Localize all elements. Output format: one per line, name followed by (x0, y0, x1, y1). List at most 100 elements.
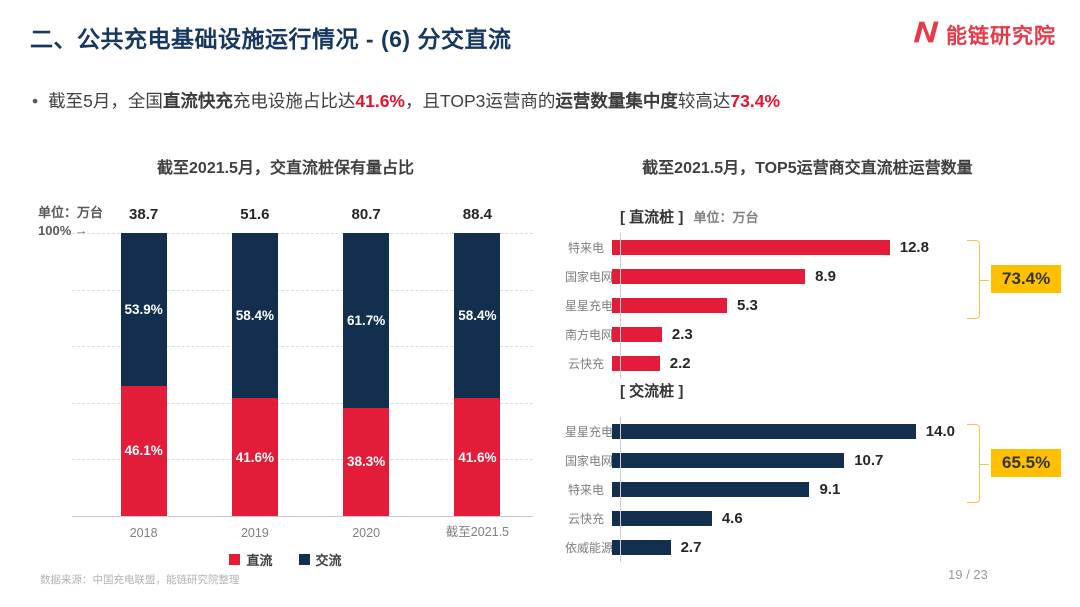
value-label: 2.3 (671, 326, 693, 343)
segment-交流: 58.4% (454, 233, 501, 399)
hbar-row-特来电: 特来电 12.8 (565, 233, 1070, 262)
hbar-row-国家电网: 国家电网 10.7 (565, 446, 1070, 475)
bracket-tick (980, 279, 989, 281)
value-label: 8.9 (815, 268, 836, 285)
legend-item-直流: 直流 (229, 550, 273, 569)
bar-星星充电 (612, 424, 916, 439)
x-axis-label: 2019 (240, 526, 269, 540)
data-source-note: 数据来源：中国充电联盟，能链研究院整理 (40, 574, 240, 586)
bar-国家电网 (612, 269, 806, 284)
gridline (72, 233, 533, 234)
bullet-marker: • (32, 91, 39, 111)
bar-星星充电 (612, 298, 727, 313)
legend-label: 直流 (246, 553, 273, 568)
segment-pct-label: 61.7% (346, 312, 386, 328)
legend-label: 交流 (315, 553, 342, 568)
value-label: 5.3 (737, 297, 758, 314)
hbar-panel-title: 截至2021.5月，TOP5运营商交直流桩运营数量 (642, 160, 973, 177)
stacked-chart-legend: 直流 交流 (28, 550, 543, 569)
bracket-tick (980, 463, 989, 465)
hbar-section-ac: [ 交流桩 ] 星星充电 14.0 国家电网 10.7 特来电 9.1 云快充 4.6 依威能源… (565, 380, 1070, 562)
logo-text: 能链研究院 (946, 24, 1056, 48)
category-label: 特来电 (567, 483, 604, 497)
segment-直流: 41.6% (454, 398, 501, 516)
value-label: 4.6 (721, 510, 743, 527)
hbar-ac-rows: 星星充电 14.0 国家电网 10.7 特来电 9.1 云快充 4.6 依威能源 2.7 (565, 417, 1070, 562)
category-label: 云快充 (567, 512, 604, 526)
segment-pct-label: 41.6% (458, 449, 497, 465)
category-label: 特来电 (567, 241, 604, 255)
x-axis-label: 2020 (352, 526, 381, 540)
hbar-row-国家电网: 国家电网 8.9 (565, 262, 1070, 291)
segment-交流: 61.7% (343, 233, 390, 408)
segment-交流: 53.9% (120, 233, 167, 386)
hbar-row-云快充: 云快充 4.6 (565, 504, 1070, 533)
bullet-segment: 直流快充 (162, 91, 233, 111)
value-label: 9.1 (819, 481, 841, 498)
total-label: 80.7 (351, 206, 381, 223)
category-label: 依威能源 (565, 541, 614, 555)
y-axis-line (620, 233, 621, 378)
bullet-segment: 运营数量集中度 (555, 91, 678, 111)
stacked-bar-截至2021.5: 88.4 58.4% 41.6% 截至2021.5 (446, 206, 509, 539)
category-label: 南方电网 (565, 328, 614, 342)
segment-pct-label: 38.3% (346, 454, 386, 470)
bullet-segment: ，且TOP3运营商的 (405, 91, 556, 111)
hbar-section-dc: [ 直流桩 ] 单位：万台 特来电 12.8 国家电网 8.9 星星充电 5.3 南方电网 2… (565, 206, 1070, 378)
hbar-dc-tag: [ 直流桩 ] (620, 209, 684, 226)
bullet-segment: 73.4% (730, 91, 781, 111)
x-axis-label: 2018 (129, 526, 158, 540)
y-axis-line (620, 417, 621, 562)
bullet-text: 截至5月，全国直流快充充电设施占比达41.6%，且TOP3运营商的运营数量集中度… (48, 91, 780, 111)
top3-bracket (967, 240, 980, 319)
stacked-bar-2018: 38.7 53.9% 46.1% 2018 (120, 206, 167, 540)
bar-国家电网 (612, 453, 845, 468)
stacked-chart-title: 截至2021.5月，交直流桩保有量占比 (157, 160, 414, 177)
category-label: 星星充电 (565, 299, 614, 313)
segment-pct-label: 46.1% (124, 443, 163, 459)
page-number: 19 / 23 (948, 567, 988, 582)
segment-直流: 38.3% (343, 407, 390, 516)
hbar-row-依威能源: 依威能源 2.7 (565, 533, 1070, 562)
bar-特来电 (612, 240, 890, 255)
page-title: 二、公共充电基础设施运行情况 - (6) 分交直流 (30, 26, 512, 52)
hbar-row-南方电网: 南方电网 2.3 (565, 320, 1070, 349)
summary-bullet: • 截至5月，全国直流快充充电设施占比达41.6%，且TOP3运营商的运营数量集中… (32, 88, 1052, 113)
total-label: 88.4 (462, 206, 492, 223)
stacked-chart: 截至2021.5月，交直流桩保有量占比 单位：万台 100% → 38.7 53.… (28, 150, 543, 580)
bar-云快充 (612, 511, 712, 526)
segment-pct-label: 58.4% (235, 308, 275, 324)
bullet-segment: 41.6% (355, 91, 405, 111)
segment-直流: 41.6% (231, 398, 278, 516)
value-label: 2.7 (680, 539, 702, 556)
segment-直流: 46.1% (120, 385, 167, 516)
bullet-segment: 充电设施占比达 (232, 91, 356, 111)
nenglian-logo-icon (909, 16, 941, 53)
segment-pct-label: 53.9% (124, 301, 163, 317)
bar-云快充 (612, 356, 660, 371)
segment-pct-label: 58.4% (458, 308, 497, 324)
hbar-ac-tag: [ 交流桩 ] (620, 383, 684, 400)
legend-swatch-icon (229, 554, 241, 565)
hbar-dc-rows: 特来电 12.8 国家电网 8.9 星星充电 5.3 南方电网 2.3 云快充 2.2 (565, 233, 1070, 378)
value-label: 12.8 (899, 239, 929, 256)
value-label: 10.7 (854, 452, 884, 469)
total-label: 38.7 (129, 206, 159, 223)
hbar-panel: 截至2021.5月，TOP5运营商交直流桩运营数量 [ 直流桩 ] 单位：万台 … (565, 150, 1070, 580)
bar-特来电 (612, 482, 810, 497)
gridline (72, 516, 533, 517)
category-label: 云快充 (567, 357, 604, 371)
gridline (72, 402, 533, 404)
gridline (72, 459, 533, 461)
gridline (72, 289, 533, 291)
logo: 能链研究院 (909, 16, 1056, 53)
gridline (72, 346, 533, 348)
category-label: 国家电网 (565, 270, 614, 284)
legend-swatch-icon (298, 554, 310, 565)
value-label: 14.0 (925, 423, 955, 440)
x-axis-label: 截至2021.5 (445, 525, 509, 539)
category-label: 星星充电 (565, 425, 614, 439)
category-label: 国家电网 (565, 454, 614, 468)
hbar-ac-header: [ 交流桩 ] (620, 380, 1070, 401)
